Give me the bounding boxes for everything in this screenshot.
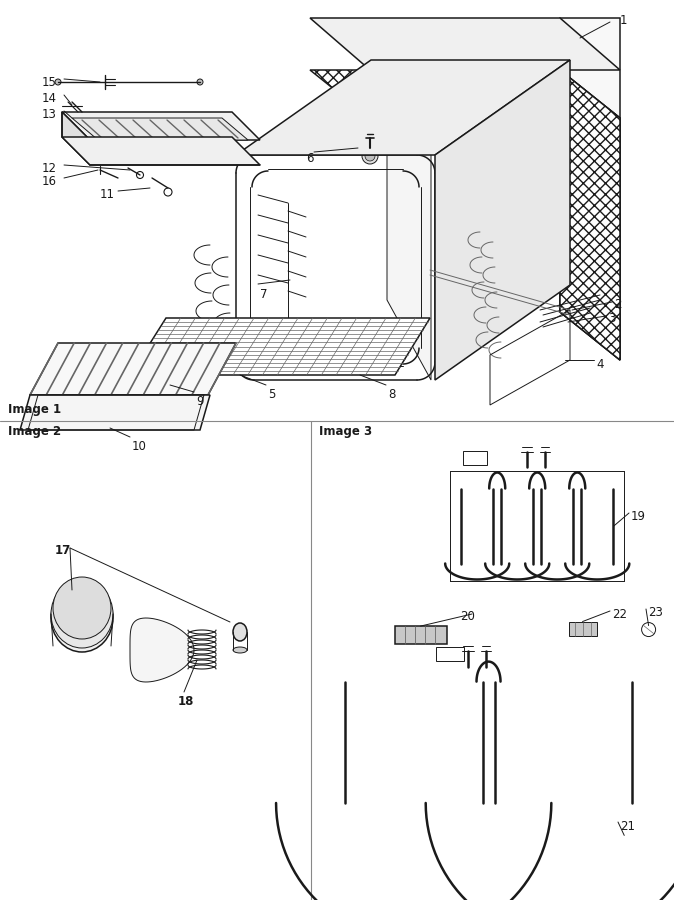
Ellipse shape — [233, 647, 247, 653]
Text: 6: 6 — [306, 152, 313, 165]
Text: 2: 2 — [614, 298, 621, 311]
Bar — [569, 622, 596, 635]
Text: 22: 22 — [612, 608, 627, 621]
Text: 12: 12 — [42, 162, 57, 175]
Text: Image 3: Image 3 — [319, 425, 372, 438]
Text: 17: 17 — [55, 544, 71, 557]
Text: 4: 4 — [596, 358, 603, 371]
Text: 23: 23 — [648, 606, 663, 619]
Circle shape — [365, 151, 375, 161]
Text: 15: 15 — [42, 76, 57, 89]
Polygon shape — [62, 112, 90, 165]
Text: 10: 10 — [132, 440, 147, 453]
Polygon shape — [30, 343, 236, 395]
Circle shape — [197, 79, 203, 85]
Text: 13: 13 — [42, 108, 57, 121]
Text: 19: 19 — [631, 510, 646, 523]
Text: 9: 9 — [196, 395, 204, 408]
Text: 21: 21 — [620, 820, 635, 833]
Text: 5: 5 — [268, 388, 276, 401]
Polygon shape — [310, 70, 620, 118]
Text: 8: 8 — [388, 388, 396, 401]
Polygon shape — [387, 75, 431, 380]
Bar — [462, 451, 487, 464]
Text: Image 1: Image 1 — [8, 403, 61, 416]
Text: 3: 3 — [608, 312, 615, 325]
Ellipse shape — [53, 577, 111, 639]
Text: 16: 16 — [42, 175, 57, 188]
Polygon shape — [130, 318, 430, 375]
Polygon shape — [560, 18, 620, 360]
Polygon shape — [20, 395, 210, 430]
Text: 20: 20 — [460, 610, 475, 623]
Polygon shape — [62, 112, 260, 140]
Text: 7: 7 — [260, 288, 268, 301]
Text: 14: 14 — [42, 92, 57, 105]
Ellipse shape — [233, 623, 247, 641]
Polygon shape — [62, 137, 260, 165]
Polygon shape — [72, 118, 248, 140]
Polygon shape — [435, 60, 570, 380]
Polygon shape — [560, 70, 620, 360]
Polygon shape — [130, 618, 194, 682]
Polygon shape — [560, 70, 620, 360]
Text: 18: 18 — [178, 695, 194, 708]
Circle shape — [55, 79, 61, 85]
Bar — [436, 646, 464, 661]
Ellipse shape — [51, 580, 113, 648]
Polygon shape — [310, 18, 620, 70]
Circle shape — [362, 148, 378, 164]
Text: 1: 1 — [620, 14, 627, 27]
Text: Image 2: Image 2 — [8, 425, 61, 438]
Polygon shape — [236, 60, 570, 155]
Bar — [394, 626, 447, 644]
Ellipse shape — [51, 584, 113, 652]
Text: 11: 11 — [100, 188, 115, 201]
